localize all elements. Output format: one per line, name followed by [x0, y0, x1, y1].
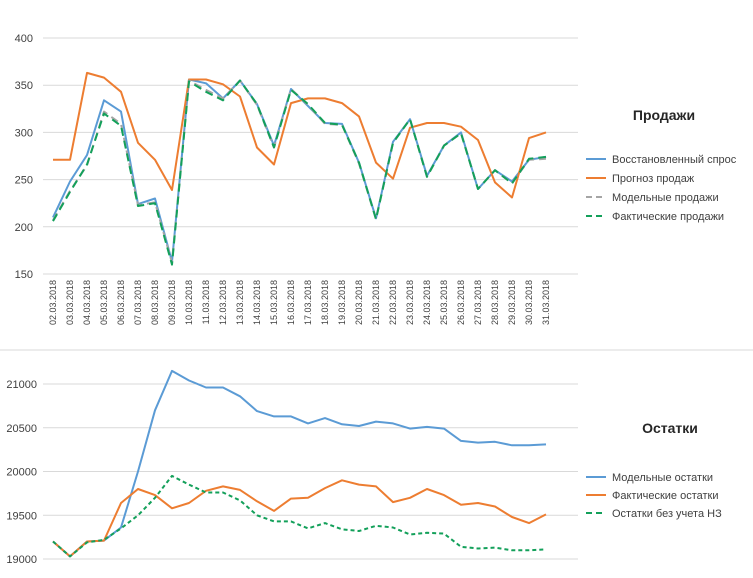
x-tick-label: 11.03.2018 — [201, 280, 211, 324]
x-tick-label: 12.03.2018 — [218, 280, 228, 325]
x-tick-label: 04.03.2018 — [82, 280, 92, 325]
x-tick-label: 08.03.2018 — [150, 280, 160, 325]
x-tick-label: 10.03.2018 — [184, 280, 194, 325]
series-line-2 — [53, 71, 547, 199]
stock-y-axis: 19000 19500 20000 20500 21000 — [6, 379, 37, 566]
y-tick-label: 300 — [15, 127, 33, 139]
legend-entry-4: Фактические продажи — [612, 211, 724, 223]
x-tick-label: 30.03.2018 — [524, 280, 534, 325]
sales-x-axis: 02.03.2018 03.03.2018 04.03.2018 05.03.2018… — [48, 280, 551, 325]
y-tick-label: 150 — [15, 269, 33, 281]
x-tick-label: 19.03.2018 — [337, 280, 347, 325]
x-tick-label: 09.03.2018 — [167, 280, 177, 325]
x-tick-label: 29.03.2018 — [507, 280, 517, 325]
series-line-2 — [52, 479, 547, 558]
x-tick-label: 24.03.2018 — [422, 280, 432, 325]
x-tick-label: 14.03.2018 — [252, 280, 262, 325]
sales-gridlines — [43, 37, 578, 275]
legend-entry-3: Модельные продажи — [612, 192, 719, 204]
y-tick-label: 21000 — [6, 379, 37, 391]
x-tick-label: 20.03.2018 — [354, 280, 364, 325]
legend-entry-1: Модельные остатки — [612, 472, 713, 484]
x-tick-label: 05.03.2018 — [99, 280, 109, 325]
x-tick-label: 07.03.2018 — [133, 280, 143, 325]
x-tick-label: 27.03.2018 — [473, 280, 483, 325]
sales-series — [52, 71, 547, 266]
sales-legend: Восстановленный спрос Прогноз продаж Модел… — [586, 154, 737, 223]
x-tick-label: 26.03.2018 — [456, 280, 466, 325]
legend-entry-3: Остатки без учета НЗ — [612, 508, 722, 520]
x-tick-label: 18.03.2018 — [320, 280, 330, 325]
x-tick-label: 25.03.2018 — [439, 280, 449, 325]
y-tick-label: 200 — [15, 222, 33, 234]
x-tick-label: 06.03.2018 — [116, 280, 126, 325]
x-tick-label: 17.03.2018 — [303, 280, 313, 325]
y-tick-label: 19000 — [6, 554, 37, 566]
y-tick-label: 20500 — [6, 423, 37, 435]
legend-entry-2: Прогноз продаж — [612, 173, 695, 185]
x-tick-label: 22.03.2018 — [388, 280, 398, 325]
series-line-3 — [52, 474, 547, 558]
stock-chart-title: Остатки — [642, 420, 698, 436]
x-tick-label: 13.03.2018 — [235, 280, 245, 325]
y-tick-label: 400 — [15, 33, 33, 45]
stock-series — [52, 369, 547, 558]
x-tick-label: 16.03.2018 — [286, 280, 296, 325]
x-tick-label: 03.03.2018 — [65, 280, 75, 325]
series-line-4 — [52, 79, 547, 266]
x-tick-label: 21.03.2018 — [371, 280, 381, 325]
series-line-1 — [52, 369, 547, 558]
y-tick-label: 250 — [15, 175, 33, 187]
x-tick-label: 31.03.2018 — [541, 280, 551, 325]
legend-entry-1: Восстановленный спрос — [612, 154, 737, 166]
sales-y-axis: 150 200 250 300 350 400 — [15, 33, 33, 281]
y-tick-label: 19500 — [6, 510, 37, 522]
y-tick-label: 350 — [15, 80, 33, 92]
y-tick-label: 20000 — [6, 467, 37, 479]
x-tick-label: 23.03.2018 — [405, 280, 415, 325]
legend-entry-2: Фактические остатки — [612, 490, 718, 502]
sales-chart-title: Продажи — [633, 107, 695, 123]
x-tick-label: 02.03.2018 — [48, 280, 58, 325]
x-tick-label: 28.03.2018 — [490, 280, 500, 325]
stock-gridlines — [43, 383, 578, 560]
stock-chart: 19000 19500 20000 20500 21000 Остатки Модель… — [6, 369, 722, 566]
x-tick-label: 15.03.2018 — [269, 280, 279, 325]
stock-legend: Модельные остатки Фактические остатки Оста… — [586, 472, 722, 520]
